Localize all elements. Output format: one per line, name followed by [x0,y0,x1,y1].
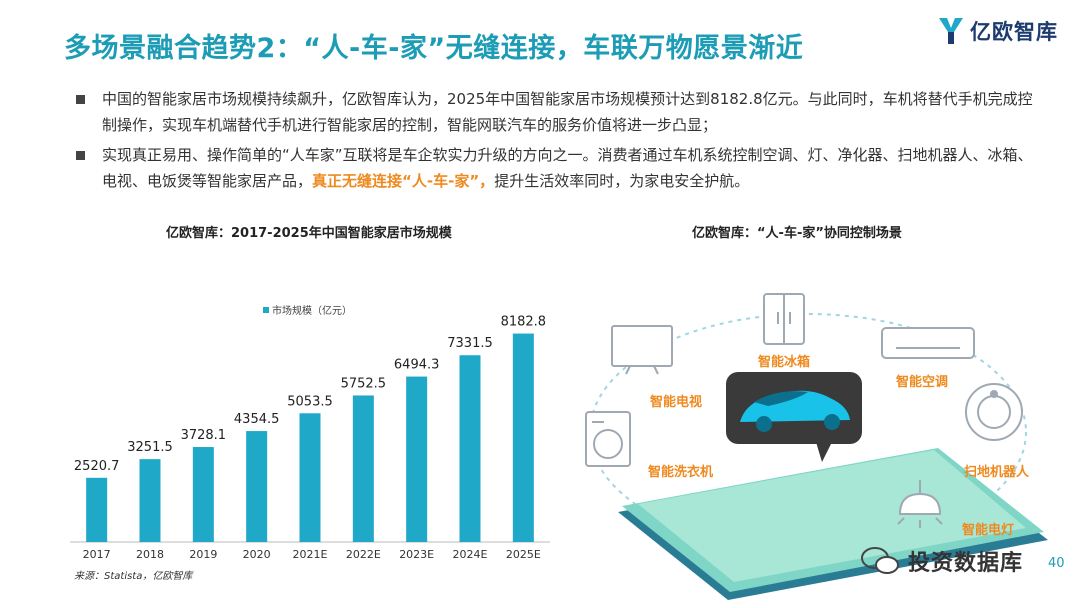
data-label: 6494.3 [394,358,440,373]
data-label: 5752.5 [341,376,387,391]
connection-orbit [589,313,1027,551]
x-tick-label: 2017 [83,548,111,561]
x-tick-label: 2024E [453,548,488,561]
logo-icon [939,18,963,44]
bullet-square-icon [76,151,85,160]
bar [139,459,161,542]
bar [192,447,214,542]
chart-title: 亿欧智库：2017-2025年中国智能家居市场规模 [166,226,452,241]
x-tick-label: 2020 [243,548,271,561]
label-lamp: 智能电灯 [962,522,1014,538]
data-label: 5053.5 [287,394,333,409]
x-tick-label: 2022E [346,548,381,561]
bar [512,333,534,542]
data-label: 7331.5 [447,336,493,351]
x-tick-label: 2025E [506,548,541,561]
bullet-highlight-text: 真正无缝连接“人-车-家”， [312,172,495,190]
data-label: 4354.5 [234,412,280,427]
label-fridge: 智能冰箱 [758,354,810,370]
fridge-icon [763,293,805,345]
bullet-text: 中国的智能家居市场规模持续飙升，亿欧智库认为，2025年中国智能家居市场规模预计… [102,90,1033,134]
scene-title: 亿欧智库：“人-车-家”协同控制场景 [692,226,902,241]
watermark-text: 投资数据库 [908,551,1024,576]
ac-icon [881,327,975,359]
source-note: 来源：Statista，亿欧智库 [74,571,193,582]
bullet-square-icon [76,95,85,104]
data-label: 2520.7 [74,459,120,474]
bullet-list: 中国的智能家居市场规模持续飙升，亿欧智库认为，2025年中国智能家居市场规模预计… [76,86,1036,198]
label-robot: 扫地机器人 [964,464,1030,480]
data-label: 8182.8 [501,315,547,330]
x-tick-label: 2021E [293,548,328,561]
label-ac: 智能空调 [896,374,948,390]
brand-logo: 亿欧智库 [938,16,1058,46]
bar [406,376,428,542]
x-tick-label: 2019 [189,548,217,561]
bullet-item: 实现真正易用、操作简单的“人车家”互联将是车企软实力升级的方向之一。消费者通过车… [76,142,1036,194]
logo-text: 亿欧智库 [970,20,1058,44]
tv-icon [611,325,673,375]
robot-vacuum-icon [965,383,1023,441]
bullet-text: 实现真正易用、操作简单的“人车家”互联将是车企软实力升级的方向之一。消费者通过车… [102,146,1033,190]
phone-icon [618,448,1048,600]
label-tv: 智能电视 [650,394,702,410]
bar [352,395,374,542]
legend-label: 市场规模（亿元） [272,304,352,317]
data-label: 3251.5 [127,440,173,455]
x-tick-label: 2018 [136,548,164,561]
bullet-item: 中国的智能家居市场规模持续飙升，亿欧智库认为，2025年中国智能家居市场规模预计… [76,86,1036,138]
label-washer: 智能洗衣机 [648,464,713,480]
car-screen-icon [726,372,862,462]
chat-bubbles-icon [861,547,899,574]
bar [86,477,108,542]
bullet-text: 提升生活效率同时，为家电安全护航。 [494,172,750,190]
data-label: 3728.1 [181,428,227,443]
washer-icon [585,411,631,467]
scene-illustration: 智能电视 智能冰箱 智能空调 智能洗衣机 扫地机器人 智能电灯 [585,293,1048,600]
lamp-icon [897,480,943,528]
legend-swatch [263,307,269,313]
page-title: 多场景融合趋势2：“人-车-家”无缝连接，车联万物愿景渐近 [64,33,804,64]
bar [246,431,268,542]
page-number: 40 [1048,556,1065,571]
bar [299,413,321,542]
bar-chart: 市场规模（亿元） 2520.7 2017 3251.5 2018 3728.1 2019 43… [70,304,550,561]
x-tick-label: 2023E [399,548,434,561]
bar [459,355,481,542]
watermark: 投资数据库 [860,545,1023,577]
